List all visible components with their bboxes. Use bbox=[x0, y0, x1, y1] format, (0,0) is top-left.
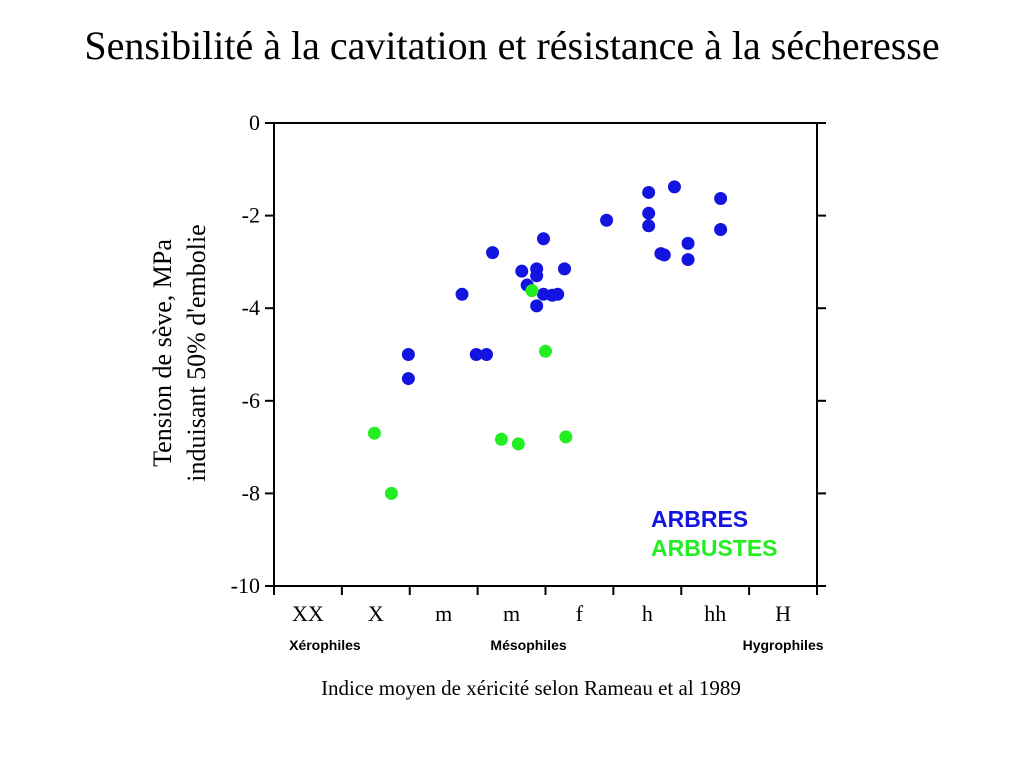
chart-title: Sensibilité à la cavitation et résistanc… bbox=[84, 23, 940, 68]
legend-entry: ARBRES bbox=[651, 506, 748, 532]
legend: ARBRES ARBUSTES bbox=[651, 506, 778, 561]
x-group-label: Mésophiles bbox=[490, 637, 566, 653]
data-points bbox=[367, 180, 728, 500]
data-point bbox=[642, 206, 656, 220]
x-tick-label: m bbox=[503, 601, 520, 626]
y-tick-label: -10 bbox=[231, 573, 260, 598]
data-point bbox=[486, 246, 500, 260]
data-point bbox=[515, 264, 529, 278]
data-point bbox=[530, 269, 544, 283]
data-point bbox=[551, 287, 565, 301]
x-tick-label: H bbox=[775, 601, 791, 626]
y-tick-label: -2 bbox=[242, 203, 260, 228]
data-point bbox=[681, 253, 695, 267]
x-tick-label: h bbox=[642, 601, 653, 626]
data-point bbox=[558, 262, 572, 276]
data-point bbox=[642, 185, 656, 199]
x-group-label: Xérophiles bbox=[289, 637, 361, 653]
x-tick-label: X bbox=[368, 601, 384, 626]
data-point bbox=[681, 236, 695, 250]
data-point bbox=[525, 284, 539, 298]
y-tick-label: -8 bbox=[242, 480, 260, 505]
y-tick-label: 0 bbox=[249, 110, 260, 135]
x-tick-label: XX bbox=[292, 601, 324, 626]
legend-entry: ARBUSTES bbox=[651, 535, 778, 561]
data-point bbox=[384, 486, 398, 500]
data-point bbox=[530, 299, 544, 313]
data-point bbox=[511, 437, 525, 451]
data-point bbox=[600, 213, 614, 227]
data-point bbox=[401, 372, 415, 386]
data-point bbox=[642, 219, 656, 233]
data-point bbox=[657, 248, 671, 262]
x-group-label: Hygrophiles bbox=[743, 637, 824, 653]
data-point bbox=[494, 432, 508, 446]
y-tick-label: -4 bbox=[242, 295, 260, 320]
data-point bbox=[539, 344, 552, 358]
data-point bbox=[469, 348, 483, 361]
data-point bbox=[714, 191, 728, 205]
y-axis-label-line-1: Tension de sève, MPa bbox=[148, 239, 177, 467]
data-point bbox=[401, 348, 415, 361]
x-tick-label: hh bbox=[704, 601, 726, 626]
data-point bbox=[455, 287, 469, 301]
y-tick-label: -6 bbox=[242, 388, 260, 413]
x-group-labels: Xérophiles Mésophiles Hygrophiles bbox=[289, 637, 824, 653]
data-point bbox=[367, 426, 381, 440]
data-point bbox=[559, 430, 573, 444]
data-point bbox=[667, 180, 681, 194]
data-point bbox=[479, 348, 493, 361]
data-point bbox=[714, 222, 728, 236]
x-tick-label: m bbox=[435, 601, 452, 626]
data-point bbox=[536, 232, 550, 246]
y-axis-ticks: 0 -2 -4 -6 -8 -10 bbox=[231, 110, 826, 598]
x-axis-label: Indice moyen de xéricité selon Rameau et… bbox=[321, 676, 741, 700]
x-tick-label: f bbox=[576, 601, 584, 626]
y-axis-label-line-2: induisant 50% d'embolie bbox=[182, 224, 211, 481]
